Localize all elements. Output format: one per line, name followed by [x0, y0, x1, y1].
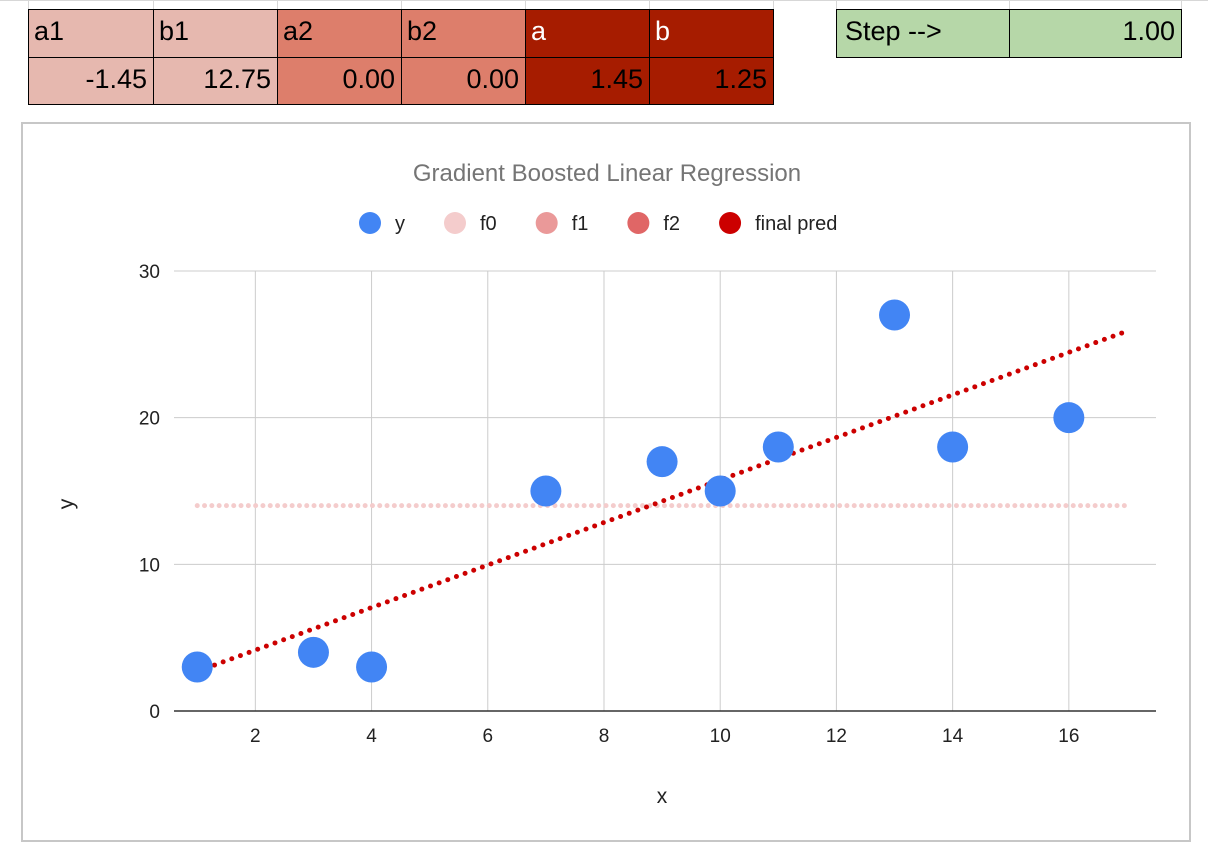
param-value-b1[interactable]: 12.75	[153, 57, 278, 105]
legend-marker-final-pred	[719, 212, 742, 234]
data-point	[356, 651, 388, 683]
x-axis-label: x	[657, 785, 668, 808]
y-axis-label: y	[55, 498, 78, 509]
sheet-gridline	[836, 0, 837, 10]
data-point	[530, 475, 562, 507]
chart-svg: Gradient Boosted Linear Regression y f0 f1…	[55, 160, 1156, 808]
y-tick-label: 20	[139, 409, 160, 430]
sheet-gridline	[525, 0, 526, 10]
sheet-gridline	[773, 0, 774, 10]
data-point	[937, 431, 969, 463]
data-point	[762, 431, 794, 463]
sheet-gridline	[649, 0, 650, 10]
chart-grid	[174, 270, 1156, 711]
x-tick-label: 12	[826, 726, 847, 747]
step-label-cell[interactable]: Step -->	[836, 9, 1010, 58]
param-header-b1[interactable]: b1	[153, 9, 278, 58]
x-tick-label: 8	[599, 726, 610, 747]
legend-label: f2	[663, 213, 680, 235]
chart-axes: 0 10 20 30 2 4 6 8 10 12 14 16	[139, 262, 1156, 747]
param-value-a1[interactable]: -1.45	[28, 57, 154, 105]
data-point	[704, 475, 736, 507]
y-tick-label: 0	[149, 702, 160, 723]
x-tick-label: 16	[1058, 726, 1079, 747]
param-header-b[interactable]: b	[649, 9, 774, 58]
data-point	[1053, 402, 1085, 434]
data-point	[879, 299, 911, 331]
data-point	[646, 446, 678, 478]
param-header-a1[interactable]: a1	[28, 9, 154, 58]
sheet-gridline	[1009, 0, 1010, 10]
param-header-a[interactable]: a	[525, 9, 650, 58]
chart-lines	[194, 328, 1130, 674]
sheet-gridline	[28, 0, 29, 10]
legend-label: f1	[572, 213, 589, 235]
chart-title: Gradient Boosted Linear Regression	[413, 160, 801, 187]
param-header-b2[interactable]: b2	[401, 9, 526, 58]
chart-container[interactable]: Gradient Boosted Linear Regression y f0 f1…	[21, 122, 1191, 842]
x-tick-label: 4	[366, 726, 377, 747]
sheet-gridline	[1181, 0, 1182, 10]
x-tick-label: 10	[710, 726, 731, 747]
y-tick-label: 10	[139, 555, 160, 576]
x-tick-label: 2	[250, 726, 261, 747]
legend-label: y	[395, 213, 405, 235]
param-header-a2[interactable]: a2	[277, 9, 402, 58]
legend-marker-f0	[444, 212, 466, 234]
legend-marker-y	[359, 212, 381, 234]
series-line-final-pred	[194, 328, 1130, 674]
legend-label: f0	[480, 213, 497, 235]
data-point	[181, 651, 213, 683]
y-tick-label: 30	[139, 262, 160, 283]
sheet-gridline-top	[0, 0, 1208, 1]
param-value-a[interactable]: 1.45	[525, 57, 650, 105]
x-tick-label: 6	[482, 726, 493, 747]
sheet-gridline	[401, 0, 402, 10]
param-value-a2[interactable]: 0.00	[277, 57, 402, 105]
x-tick-label: 14	[942, 726, 964, 747]
legend-marker-f2	[627, 212, 650, 234]
chart-points	[181, 299, 1085, 683]
legend-label: final pred	[755, 213, 837, 235]
sheet-gridline	[153, 0, 154, 10]
data-point	[297, 636, 329, 668]
param-value-b[interactable]: 1.25	[649, 57, 774, 105]
legend-marker-f1	[535, 212, 558, 234]
sheet-gridline	[277, 0, 278, 10]
step-value-cell[interactable]: 1.00	[1009, 9, 1182, 58]
param-value-b2[interactable]: 0.00	[401, 57, 526, 105]
chart-legend: y f0 f1 f2 final pred	[359, 212, 837, 235]
